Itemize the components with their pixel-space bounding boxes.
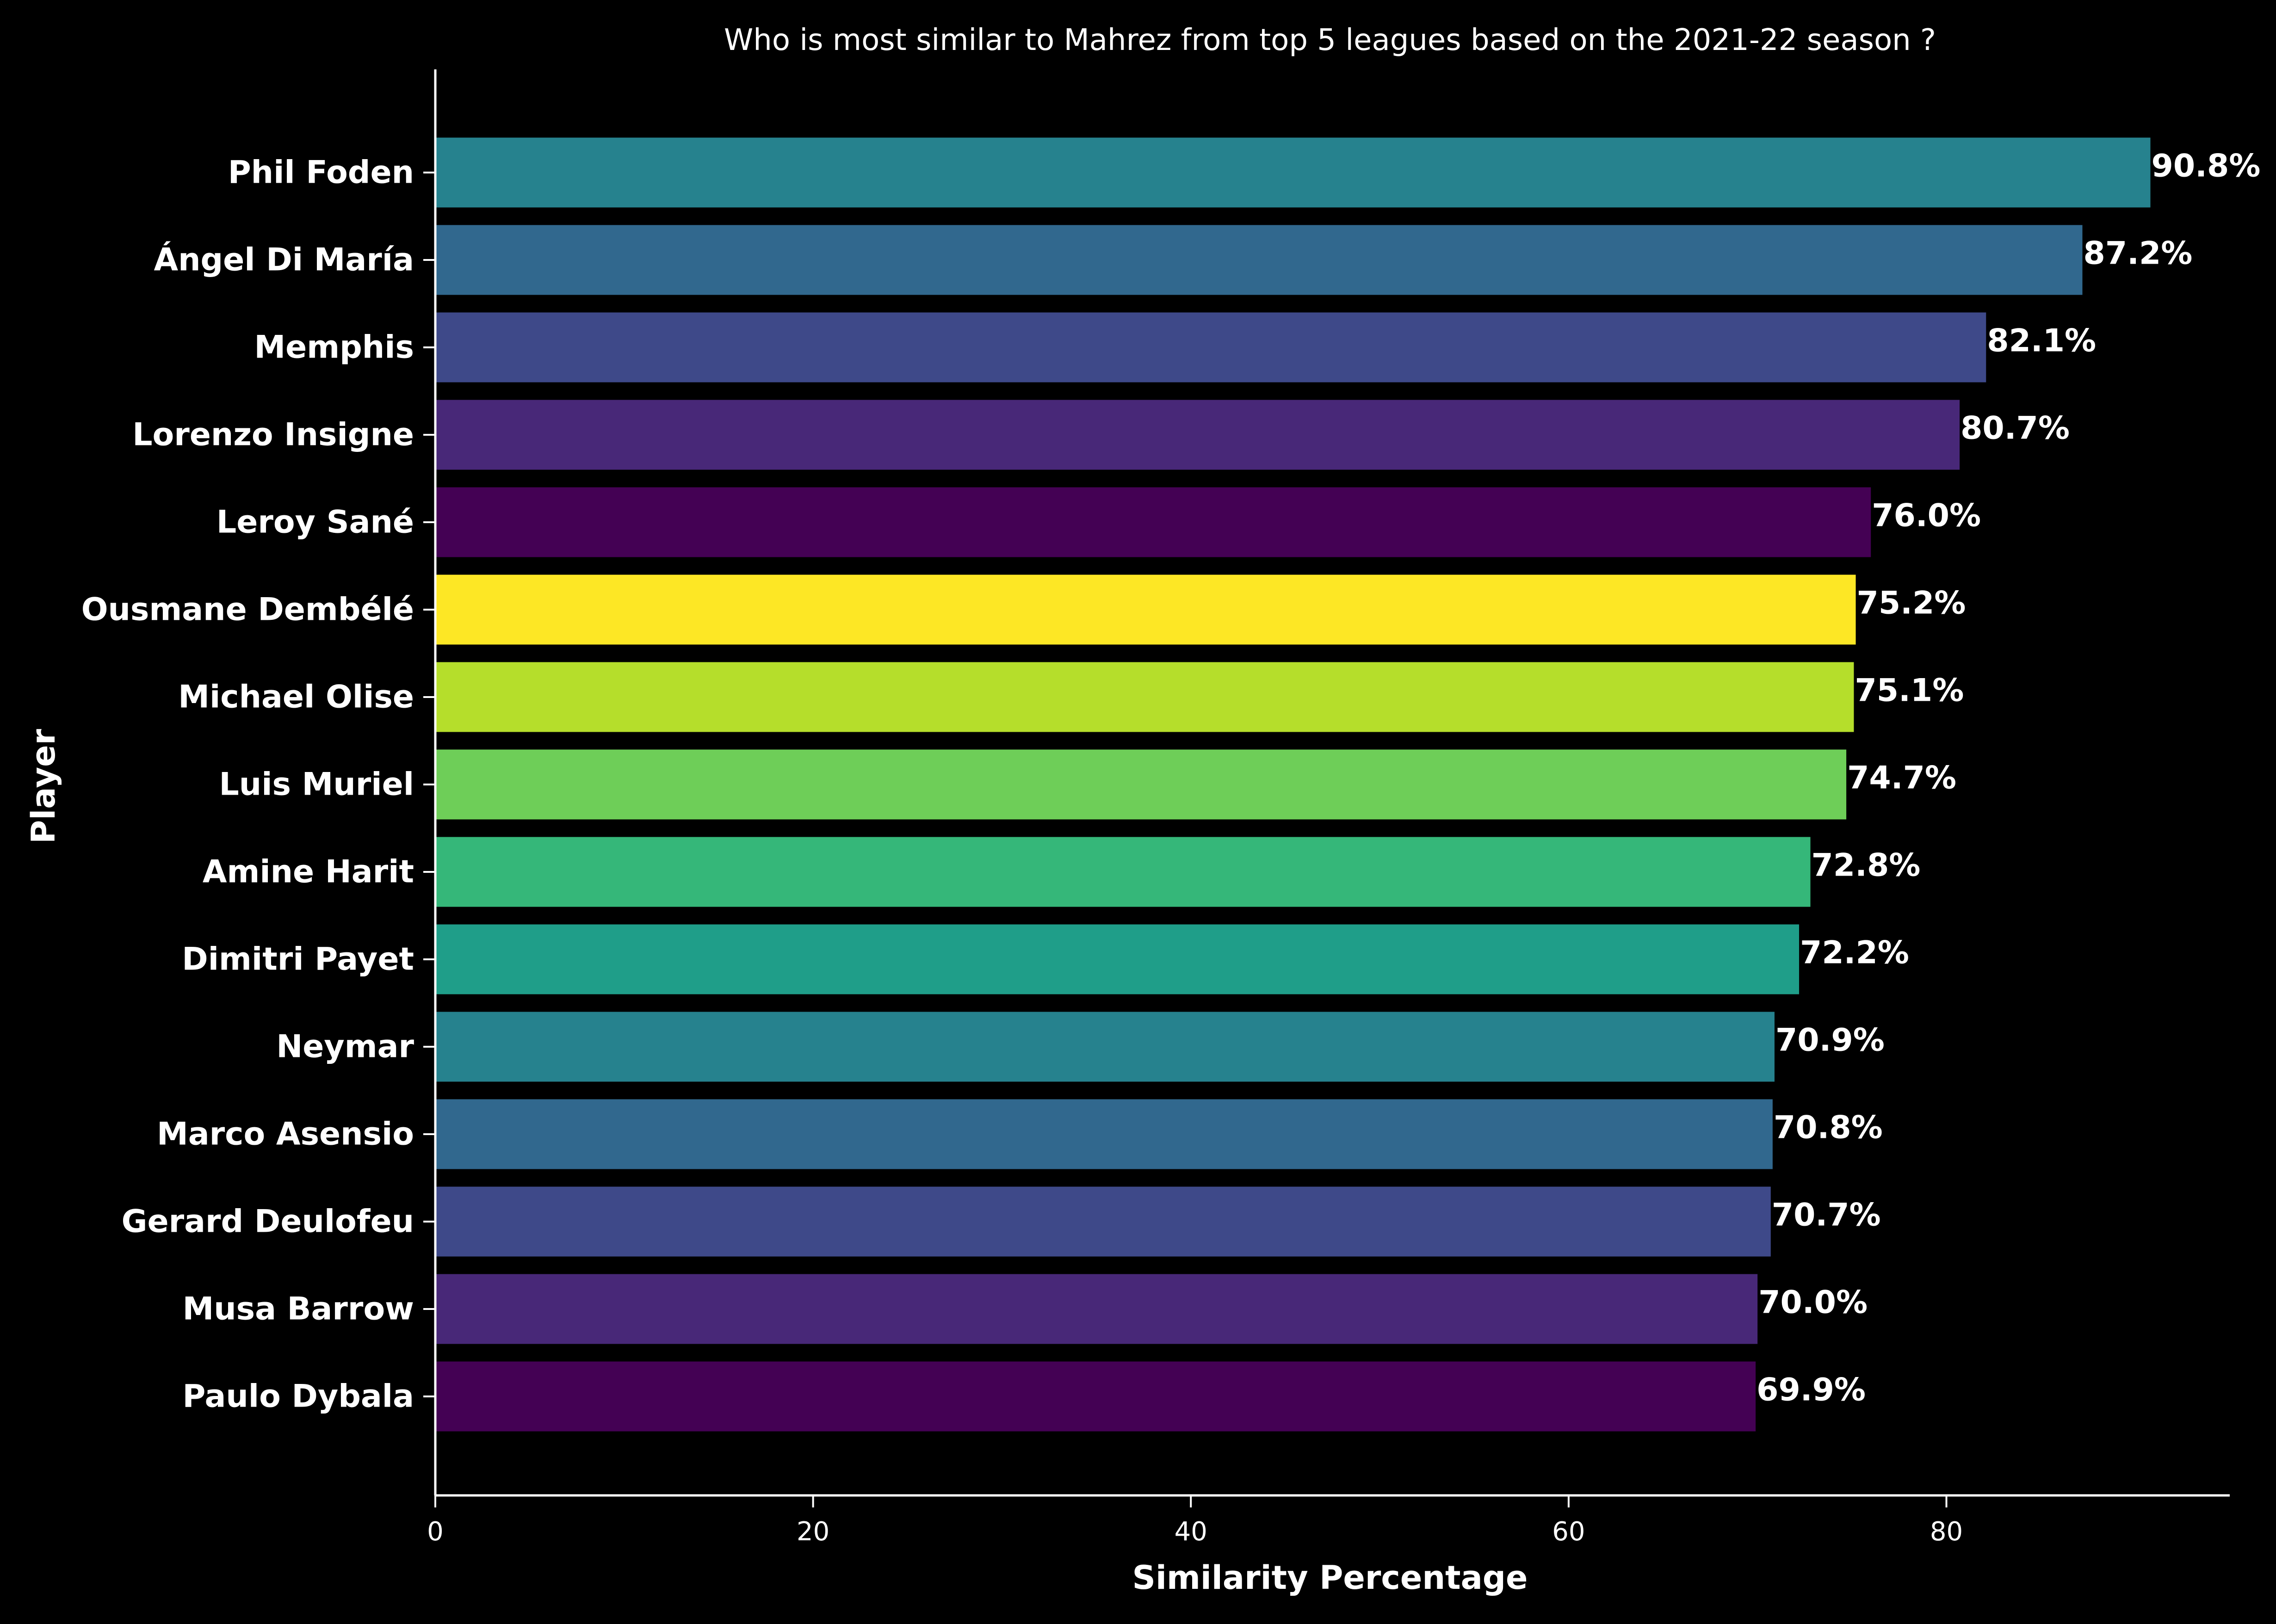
- bar-10: [435, 924, 1800, 994]
- y-tick-label: Ousmane Dembélé: [81, 592, 414, 628]
- data-label: 72.8%: [1812, 847, 1921, 884]
- y-tick-label: Phil Foden: [228, 154, 414, 191]
- x-tick-label: 20: [797, 1517, 829, 1547]
- data-label: 75.1%: [1855, 673, 1964, 709]
- y-tick-label: Musa Barrow: [183, 1291, 414, 1328]
- bar-1: [435, 137, 2151, 208]
- y-tick-label: Lorenzo Insigne: [132, 417, 414, 453]
- bar-13: [435, 1186, 1771, 1257]
- data-label: 82.1%: [1987, 323, 2096, 359]
- data-label: 80.7%: [1961, 410, 2070, 447]
- y-tick-label: Ángel Di María: [154, 241, 414, 278]
- bar-14: [435, 1274, 1758, 1344]
- data-label: 70.9%: [1775, 1022, 1885, 1059]
- bar-11: [435, 1012, 1775, 1082]
- y-tick-label: Leroy Sané: [216, 504, 414, 541]
- bar-5: [435, 487, 1871, 557]
- bar-9: [435, 837, 1811, 907]
- bar-4: [435, 400, 1960, 470]
- x-ticks: 0 20 40 60 80: [427, 1495, 1963, 1547]
- x-tick-label: 60: [1552, 1517, 1585, 1547]
- x-tick-label: 80: [1930, 1517, 1963, 1547]
- y-axis-label: Player: [25, 729, 62, 844]
- data-label: 70.7%: [1772, 1197, 1881, 1234]
- y-tick-label: Paulo Dybala: [182, 1378, 414, 1415]
- bar-12: [435, 1099, 1773, 1169]
- data-label: 69.9%: [1756, 1372, 1866, 1408]
- data-label: 75.2%: [1857, 585, 1966, 622]
- data-label: 87.2%: [2084, 235, 2193, 272]
- x-tick-label: 0: [427, 1517, 444, 1547]
- y-tick-labels: Phil Foden Ángel Di María Memphis Lorenzo I…: [81, 154, 435, 1415]
- bar-15: [435, 1361, 1756, 1432]
- data-label: 76.0%: [1872, 498, 1981, 534]
- bars-group: [435, 137, 2151, 1432]
- y-tick-label: Dimitri Payet: [182, 941, 414, 978]
- bar-6: [435, 574, 1856, 645]
- bar-2: [435, 225, 2083, 295]
- y-tick-label: Memphis: [254, 329, 414, 366]
- data-label: 74.7%: [1847, 760, 1956, 797]
- data-label: 90.8%: [2152, 148, 2261, 185]
- data-label: 72.2%: [1800, 935, 1909, 971]
- data-label: 70.8%: [1774, 1110, 1883, 1146]
- bar-3: [435, 312, 1986, 383]
- data-labels: 90.8% 87.2% 82.1% 80.7% 76.0% 75.2% 75.1% 74.7%…: [1756, 148, 2260, 1408]
- y-tick-label: Neymar: [276, 1029, 414, 1065]
- y-tick-label: Amine Harit: [203, 854, 414, 890]
- data-label: 70.0%: [1758, 1284, 1868, 1321]
- chart-title: Who is most similar to Mahrez from top 5…: [724, 23, 1936, 57]
- x-axis-label: Similarity Percentage: [1132, 1559, 1528, 1597]
- bar-8: [435, 749, 1847, 820]
- y-tick-label: Marco Asensio: [157, 1116, 414, 1153]
- y-tick-label: Gerard Deulofeu: [122, 1204, 414, 1240]
- y-tick-label: Michael Olise: [178, 679, 414, 716]
- bar-7: [435, 662, 1854, 732]
- y-tick-label: Luis Muriel: [219, 766, 414, 803]
- x-tick-label: 40: [1175, 1517, 1207, 1547]
